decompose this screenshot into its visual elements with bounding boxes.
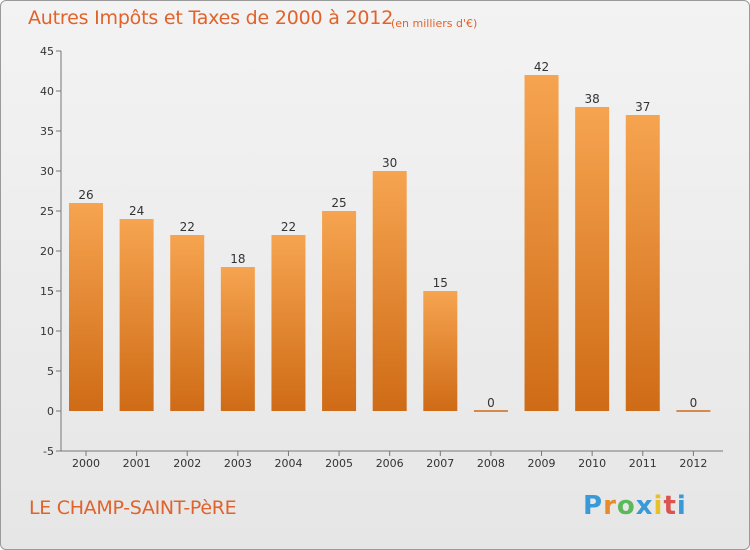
x-tick-label: 2006 xyxy=(376,457,404,470)
bar xyxy=(119,219,154,411)
data-label: 22 xyxy=(281,220,296,234)
bar xyxy=(69,203,103,411)
logo-letter: i xyxy=(676,491,687,521)
data-label: 18 xyxy=(230,252,245,266)
y-tick-label: 5 xyxy=(47,365,54,378)
bar xyxy=(575,107,610,411)
bar xyxy=(220,267,255,411)
x-tick-label: 2000 xyxy=(72,457,100,470)
x-tick-label: 2001 xyxy=(123,457,151,470)
x-tick-label: 2009 xyxy=(528,457,556,470)
x-tick-label: 2007 xyxy=(426,457,454,470)
y-tick-label: 0 xyxy=(47,405,54,418)
commune-name: LE CHAMP-SAINT-PèRE xyxy=(29,497,237,519)
y-tick-label: 25 xyxy=(40,205,54,218)
x-tick-label: 2002 xyxy=(173,457,201,470)
logo-letter: r xyxy=(603,491,617,521)
data-label: 30 xyxy=(382,156,397,170)
y-tick-label: -5 xyxy=(43,445,54,458)
data-label: 15 xyxy=(433,276,448,290)
bar xyxy=(372,171,407,411)
y-tick-label: 15 xyxy=(40,285,54,298)
data-label: 42 xyxy=(534,60,549,74)
data-label: 24 xyxy=(129,204,144,218)
axes: -5 0 5 10 15 20 25 30 35 40 45 xyxy=(40,45,723,458)
y-tick-label: 35 xyxy=(40,125,54,138)
data-label: 25 xyxy=(331,196,346,210)
y-tick-label: 30 xyxy=(40,165,54,178)
proxiti-logo: Proxiti xyxy=(583,491,687,521)
logo-letter: x xyxy=(635,491,654,521)
bar xyxy=(524,75,559,411)
data-label: 22 xyxy=(180,220,195,234)
x-tick-label: 2004 xyxy=(274,457,302,470)
y-tick-label: 40 xyxy=(40,85,54,98)
x-tick-label: 2011 xyxy=(629,457,657,470)
bar xyxy=(625,115,660,411)
bar xyxy=(271,235,306,411)
y-tick-label: 45 xyxy=(40,45,54,58)
logo-letter: P xyxy=(583,491,604,521)
y-tick-label: 20 xyxy=(40,245,54,258)
bar xyxy=(170,235,205,411)
logo-letter: t xyxy=(663,491,677,521)
bar xyxy=(322,211,357,411)
logo-letter: i xyxy=(653,491,664,521)
data-label: 0 xyxy=(690,396,698,410)
data-label: 26 xyxy=(78,188,93,202)
chart-title: Autres Impôts et Taxes de 2000 à 2012 xyxy=(28,7,394,29)
data-label: 0 xyxy=(487,396,495,410)
labels: 26 2000 24 2001 22 2002 18 2003 22 2004 25 2005 30 20… xyxy=(72,60,707,470)
y-tick-label: 10 xyxy=(40,325,54,338)
x-tick-label: 2012 xyxy=(679,457,707,470)
data-label: 38 xyxy=(585,92,600,106)
logo-letter: o xyxy=(616,491,636,521)
x-tick-label: 2003 xyxy=(224,457,252,470)
bars xyxy=(69,75,711,412)
x-tick-label: 2010 xyxy=(578,457,606,470)
data-label: 37 xyxy=(635,100,650,114)
x-tick-label: 2008 xyxy=(477,457,505,470)
unit-note: (en milliers d'€) xyxy=(391,17,478,30)
bar xyxy=(423,291,458,411)
x-tick-label: 2005 xyxy=(325,457,353,470)
